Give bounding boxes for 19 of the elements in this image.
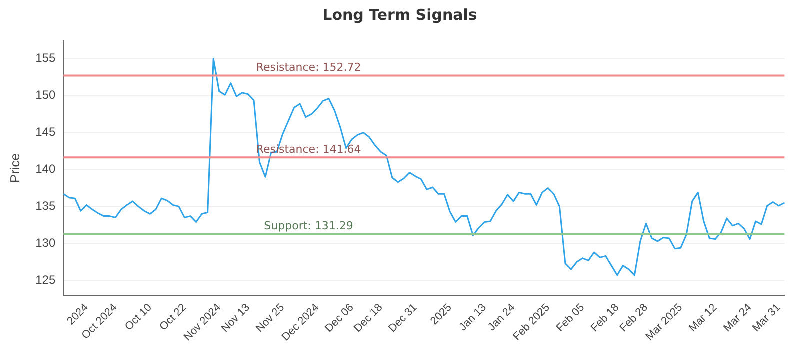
- y-tick-label: 145: [36, 125, 56, 140]
- y-tick-label: 140: [36, 162, 56, 176]
- x-tick-label: Feb 05: [554, 302, 588, 335]
- x-tick-label: Dec 31: [386, 302, 420, 335]
- y-tick-label: 150: [36, 88, 56, 102]
- y-axis-title: Price: [7, 153, 22, 184]
- x-tick-label: Jan 13: [457, 302, 489, 334]
- x-tick-label: Mar 12: [687, 302, 720, 335]
- x-tick-label: Dec 18: [352, 302, 386, 335]
- x-tick-label: Nov 13: [219, 302, 252, 335]
- y-tick-label: 130: [36, 236, 56, 250]
- y-tick-label: 155: [36, 51, 56, 66]
- y-tick-label: 135: [36, 199, 56, 214]
- x-tick-label: Oct 10: [123, 302, 154, 334]
- ref-line-label: Support: 131.29: [264, 219, 354, 232]
- ref-line-label: Resistance: 152.72: [256, 61, 362, 74]
- y-tick-label: 125: [36, 272, 56, 287]
- chart-title: Long Term Signals: [322, 6, 478, 24]
- x-tick-label: Mar 31: [750, 302, 784, 335]
